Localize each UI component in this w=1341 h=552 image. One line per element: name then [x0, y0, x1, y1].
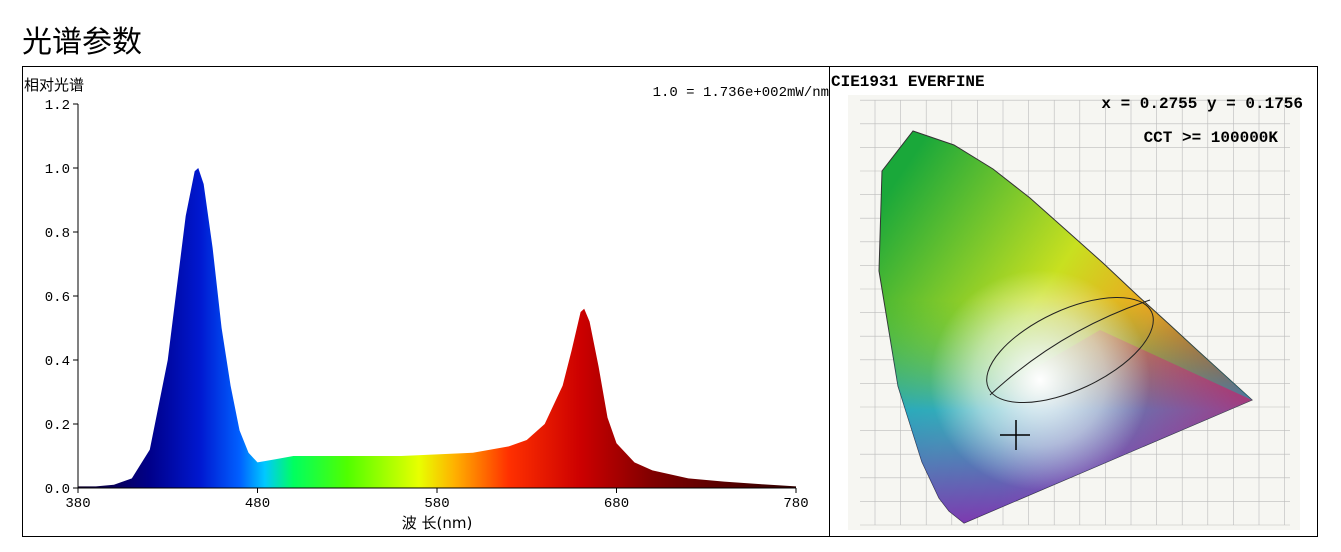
spectrum-chart: 相对光谱 1.0 = 1.736e+002mW/nm 波 长(nm) 0.0 0.…	[24, 76, 829, 532]
x-tick-label: 580	[424, 496, 449, 512]
cie-white-center	[879, 131, 1252, 523]
y-axis-label: 相对光谱	[24, 76, 84, 94]
y-tick-label: 0.6	[45, 290, 70, 306]
x-tick-label: 380	[65, 496, 90, 512]
y-tick-label: 0.0	[45, 482, 70, 498]
annotation: 1.0 = 1.736e+002mW/nm	[653, 85, 829, 101]
x-tick-label: 680	[604, 496, 629, 512]
chromaticity-marker	[1000, 420, 1030, 450]
planckian-ellipse	[986, 296, 1154, 404]
y-tick-label: 0.2	[45, 418, 70, 434]
x-tick-label: 480	[245, 496, 270, 512]
x-tick-label: 780	[783, 496, 808, 512]
cie-label: CIE1931 EVERFINE	[831, 73, 985, 91]
cie-cct: CCT >= 100000K	[1144, 129, 1279, 147]
cie-coordinates: x = 0.2755 y = 0.1756	[1101, 95, 1303, 113]
cie-diagram: CIE1931 EVERFINE x = 0.2755 y = 0.1756 C…	[831, 73, 1303, 530]
planckian-locus	[989, 299, 1151, 396]
y-tick-label: 1.0	[45, 162, 70, 178]
y-tick-label: 1.2	[45, 98, 70, 114]
x-axis-label: 波 长(nm)	[402, 514, 473, 532]
y-tick-label: 0.8	[45, 226, 70, 242]
spectrum-area	[78, 168, 796, 488]
page-title: 光谱参数	[22, 25, 142, 60]
cie-panel	[829, 66, 1318, 537]
y-tick-label: 0.4	[45, 354, 70, 370]
